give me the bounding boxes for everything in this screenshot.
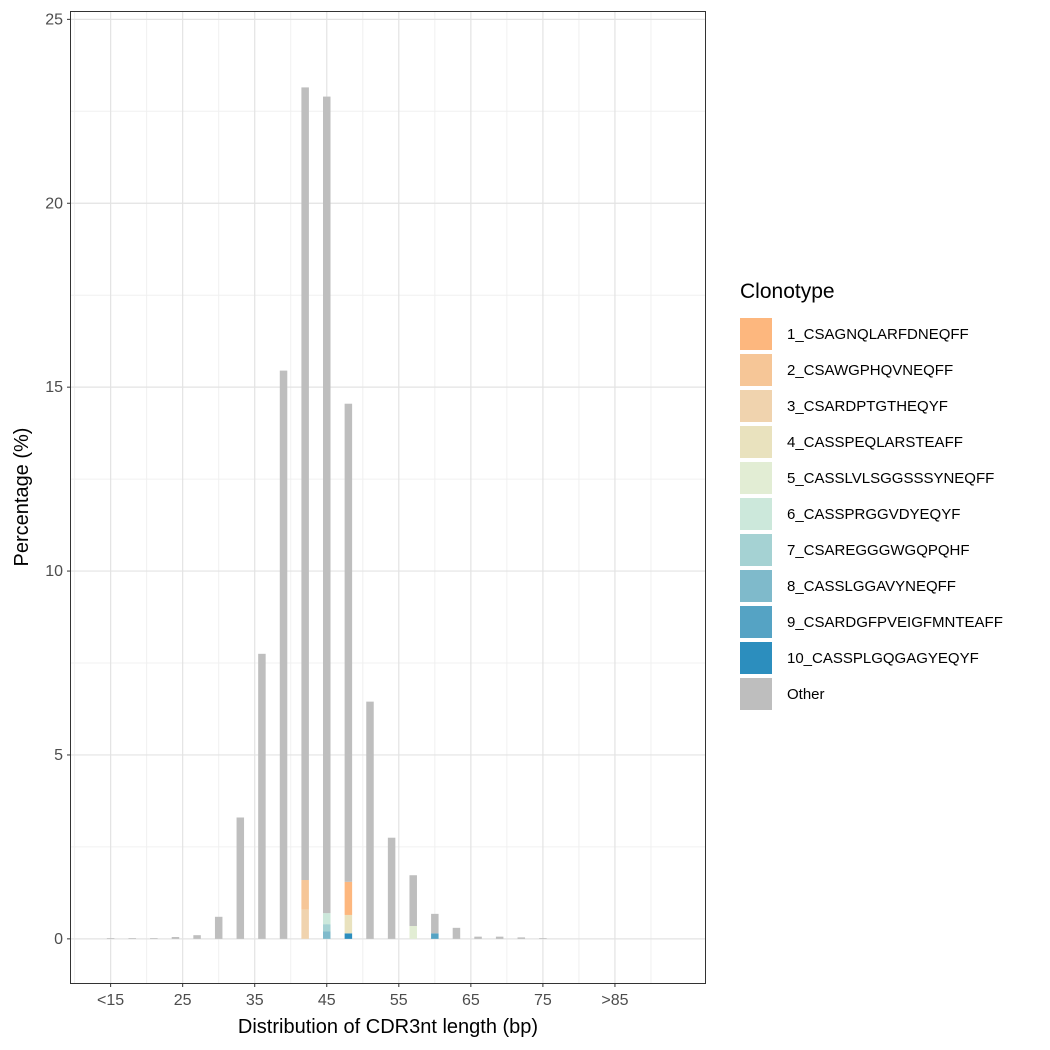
legend-label: 1_CSAGNQLARFDNEQFF	[787, 325, 969, 343]
legend-items: 1_CSAGNQLARFDNEQFF 2_CSAWGPHQVNEQFF 3_CSAR…	[740, 316, 1003, 712]
legend-item: 2_CSAWGPHQVNEQFF	[740, 352, 1003, 388]
legend-swatch	[740, 534, 772, 566]
bar-segment-other	[366, 701, 374, 939]
axis-ticks: 0 5 10 15 20 25 <15 25 35 45 55 65 75 >85	[45, 11, 628, 1009]
legend-item: 5_CASSLVLSGGSSSYNEQFF	[740, 460, 1003, 496]
bar-segment-2-csawgphqvneqff	[301, 880, 309, 910]
legend-label: 7_CSAREGGGWGQPQHF	[787, 541, 970, 559]
bar-segment-3-csardptgtheqyf	[301, 909, 309, 939]
bar-segment-other	[323, 96, 331, 914]
y-tick-label: 5	[54, 747, 63, 764]
bar-segment-other	[171, 937, 180, 939]
legend-item: 9_CSARDGFPVEIGFMNTEAFF	[740, 604, 1003, 640]
bar-segment-other	[495, 936, 504, 939]
x-tick-label: >85	[601, 992, 628, 1009]
bar-segment-other	[539, 938, 547, 939]
legend-swatch	[740, 642, 772, 674]
bar-segment-other	[128, 938, 136, 939]
x-tick-label: 55	[390, 992, 408, 1009]
x-tick-label: 35	[246, 992, 264, 1009]
bar-segment-other	[431, 913, 439, 934]
bar-segment-5-casslvlsggsssyneqff	[409, 925, 417, 939]
legend-label: 2_CSAWGPHQVNEQFF	[787, 361, 954, 379]
legend-title: Clonotype	[740, 280, 835, 303]
plot-background	[71, 12, 705, 983]
legend-item: 4_CASSPEQLARSTEAFF	[740, 424, 1003, 460]
legend-label: 8_CASSLGGAVYNEQFF	[787, 577, 956, 595]
bar-segment-other	[214, 916, 223, 939]
bar-segment-other	[150, 938, 158, 939]
legend-label: 6_CASSPRGGVDYEQYF	[787, 505, 961, 523]
legend-label: 3_CSARDPTGTHEQYF	[787, 397, 948, 415]
bar-segment-other	[517, 937, 526, 939]
legend-swatch	[740, 606, 772, 638]
legend-swatch	[740, 354, 772, 386]
bar-segment-4-casspeqlarsteaff	[344, 914, 353, 934]
x-tick-label: 25	[174, 992, 192, 1009]
bar-segment-other	[452, 927, 461, 939]
x-tick-label: 65	[462, 992, 480, 1009]
legend-label: 9_CSARDGFPVEIGFMNTEAFF	[787, 613, 1003, 631]
legend-swatch	[740, 426, 772, 458]
bar-segment-other	[236, 817, 245, 939]
bar-segment-other	[409, 875, 417, 926]
bar-segment-7-csaregggwgqpqhf	[323, 924, 331, 932]
y-tick-label: 0	[54, 931, 63, 948]
y-tick-label: 20	[45, 195, 63, 212]
legend-swatch	[740, 678, 772, 710]
legend-item: 8_CASSLGGAVYNEQFF	[740, 568, 1003, 604]
legend-label: 5_CASSLVLSGGSSSYNEQFF	[787, 469, 995, 487]
legend-item: Other	[740, 676, 1003, 712]
bar-segment-other	[474, 936, 482, 939]
legend-item: 6_CASSPRGGVDYEQYF	[740, 496, 1003, 532]
bar-segment-1-csagnqlarfdneqff	[344, 881, 353, 915]
bar-segment-other	[258, 653, 266, 939]
legend-swatch	[740, 390, 772, 422]
bar-segment-9-csardgfpveigfmnteaff	[431, 933, 439, 939]
legend-swatch	[740, 318, 772, 350]
legend-swatch	[740, 570, 772, 602]
bar-segment-other	[193, 935, 201, 939]
legend-item: 7_CSAREGGGWGQPQHF	[740, 532, 1003, 568]
legend-label: Other	[787, 685, 825, 703]
legend-swatch	[740, 462, 772, 494]
plot-panel-border	[70, 11, 706, 984]
y-tick-label: 10	[45, 563, 63, 580]
grid	[71, 12, 705, 983]
x-tick-label: <15	[97, 992, 124, 1009]
x-tick-label: 75	[534, 992, 552, 1009]
legend-label: 10_CASSPLGQGAGYEQYF	[787, 649, 979, 667]
legend-item: 1_CSAGNQLARFDNEQFF	[740, 316, 1003, 352]
bar-segment-other	[106, 938, 115, 939]
bar-segment-other	[279, 370, 288, 939]
legend-label: 4_CASSPEQLARSTEAFF	[787, 433, 963, 451]
y-tick-label: 25	[45, 11, 63, 28]
bar-segment-8-casslggavyneqff	[323, 931, 331, 939]
legend-swatch	[740, 498, 772, 530]
y-tick-label: 15	[45, 379, 63, 396]
bar-segment-10-cassplgqgagyeqyf	[344, 933, 353, 939]
x-axis-title: Distribution of CDR3nt length (bp)	[238, 1016, 538, 1038]
bars	[106, 87, 547, 939]
bar-segment-other	[301, 87, 309, 881]
bar-segment-other	[387, 837, 396, 939]
bar-segment-other	[344, 403, 353, 882]
legend: Clonotype 1_CSAGNQLARFDNEQFF 2_CSAWGPHQVN…	[740, 280, 1003, 712]
y-axis-title: Percentage (%)	[11, 428, 33, 567]
x-tick-label: 45	[318, 992, 336, 1009]
legend-item: 3_CSARDPTGTHEQYF	[740, 388, 1003, 424]
bar-segment-6-cassprggvdyeqyf	[323, 913, 331, 925]
legend-item: 10_CASSPLGQGAGYEQYF	[740, 640, 1003, 676]
